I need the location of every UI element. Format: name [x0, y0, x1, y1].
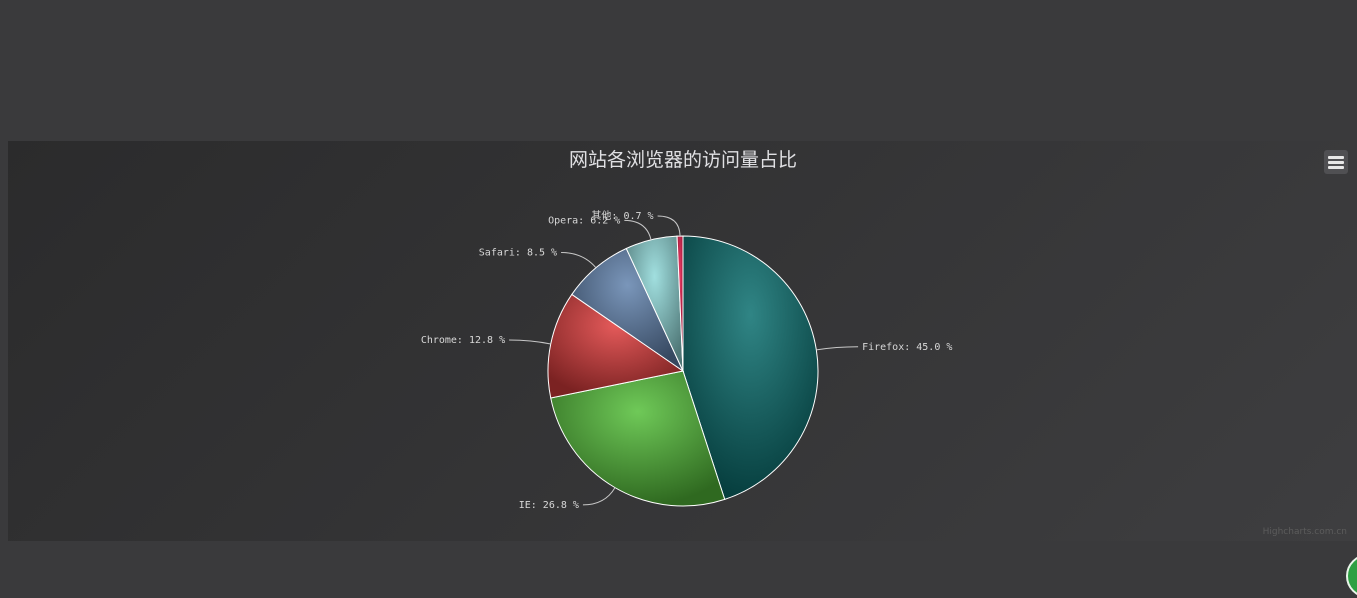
connector---5 [657, 215, 681, 237]
pie-slice-chrome-2[interactable] [547, 293, 685, 399]
pie-slice---5[interactable] [676, 235, 684, 372]
chart-title: 网站各浏览器的访问量占比 [569, 149, 797, 171]
connector-firefox-0 [816, 346, 859, 351]
connector-chrome-2 [509, 339, 551, 345]
data-label-opera-4: Opera: 6.2 % [548, 215, 620, 226]
chat-widget-button[interactable] [1346, 554, 1357, 598]
data-label-chrome-2: Chrome: 12.8 % [421, 335, 505, 346]
connector-opera-4 [624, 219, 652, 240]
menu-icon [1328, 156, 1344, 159]
chart-container: 网站各浏览器的访问量占比 Firefox: 45.0 % IE: 26.8 % Ch… [8, 141, 1357, 541]
pie-slice-ie-1[interactable] [550, 370, 726, 507]
data-label---5: 其他: 0.7 % [591, 209, 653, 222]
menu-button[interactable] [1324, 150, 1348, 174]
connector-safari-3 [561, 252, 597, 269]
data-label-firefox-0: Firefox: 45.0 % [862, 342, 952, 353]
data-label-safari-3: Safari: 8.5 % [479, 248, 557, 259]
connector-ie-1 [582, 487, 616, 506]
pie-chart: 网站各浏览器的访问量占比 Firefox: 45.0 % IE: 26.8 % Ch… [421, 149, 953, 511]
credits-link[interactable]: Highcharts.com.cn [1262, 527, 1347, 537]
data-label-ie-1: IE: 26.8 % [519, 500, 579, 511]
